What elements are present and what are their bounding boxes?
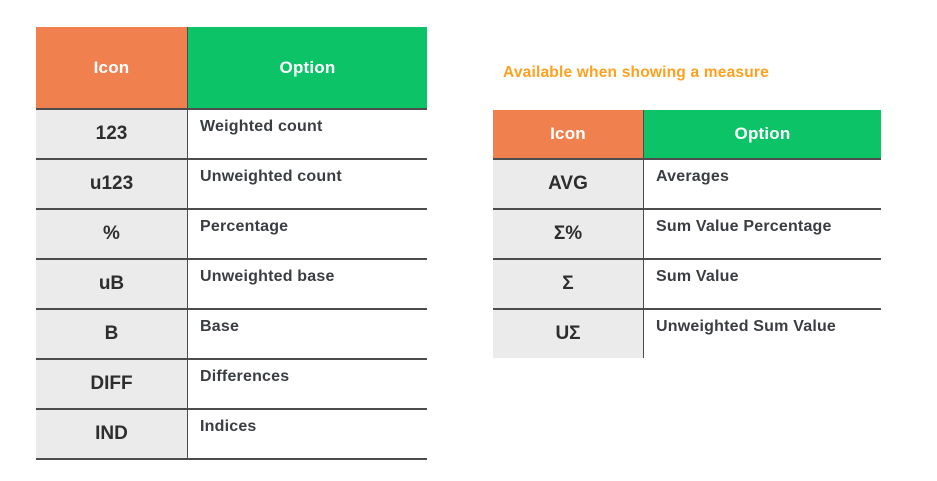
option-cell: Weighted count xyxy=(187,110,427,158)
icon-cell: Σ% xyxy=(493,210,643,258)
icon-cell: AVG xyxy=(493,160,643,208)
icon-column-header: Icon xyxy=(493,110,643,158)
table-header-row: Icon Option xyxy=(36,27,427,108)
icon-cell: IND xyxy=(36,410,187,458)
option-cell: Differences xyxy=(187,360,427,408)
icon-cell: UΣ xyxy=(493,310,643,358)
option-cell: Sum Value Percentage xyxy=(643,210,881,258)
option-column-header: Option xyxy=(187,27,427,108)
icon-cell: % xyxy=(36,210,187,258)
option-cell: Percentage xyxy=(187,210,427,258)
table-row: DIFF Differences xyxy=(36,358,427,408)
table-row: Σ Sum Value xyxy=(493,258,881,308)
table-row: IND Indices xyxy=(36,408,427,458)
icon-cell: Σ xyxy=(493,260,643,308)
option-column-header: Option xyxy=(643,110,881,158)
table-row: 123 Weighted count xyxy=(36,108,427,158)
measure-availability-note: Available when showing a measure xyxy=(503,64,769,81)
icon-cell: uB xyxy=(36,260,187,308)
option-cell: Averages xyxy=(643,160,881,208)
icon-column-header: Icon xyxy=(36,27,187,108)
table-row: UΣ Unweighted Sum Value xyxy=(493,308,881,358)
option-cell: Base xyxy=(187,310,427,358)
icon-cell: DIFF xyxy=(36,360,187,408)
option-cell: Sum Value xyxy=(643,260,881,308)
table-body: AVG Averages Σ% Sum Value Percentage Σ Sum Va… xyxy=(493,158,881,358)
table-row: uB Unweighted base xyxy=(36,258,427,308)
icon-cell: B xyxy=(36,310,187,358)
option-cell: Unweighted base xyxy=(187,260,427,308)
table-row: AVG Averages xyxy=(493,158,881,208)
table-header-row: Icon Option xyxy=(493,110,881,158)
table-body: 123 Weighted count u123 Unweighted count% Pe… xyxy=(36,108,427,460)
option-cell: Unweighted Sum Value xyxy=(643,310,881,358)
icon-cell: u123 xyxy=(36,160,187,208)
icon-option-table-main: Icon Option 123 Weighted count u123 Unweigh… xyxy=(36,27,427,460)
option-cell: Indices xyxy=(187,410,427,458)
table-row: B Base xyxy=(36,308,427,358)
table-row: % Percentage xyxy=(36,208,427,258)
table-row: u123 Unweighted count xyxy=(36,158,427,208)
icon-option-table-measures: Icon Option AVG Averages Σ% Sum Value Perce… xyxy=(493,110,881,358)
icon-cell: 123 xyxy=(36,110,187,158)
table-row: Σ% Sum Value Percentage xyxy=(493,208,881,258)
option-cell: Unweighted count xyxy=(187,160,427,208)
